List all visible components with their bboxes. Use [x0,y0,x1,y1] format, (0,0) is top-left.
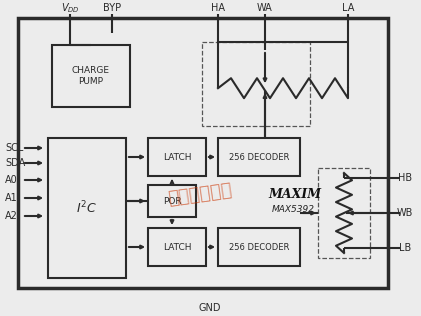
Bar [218,228,300,266]
Text: SDA: SDA [5,158,25,168]
Text: 256 DECODER: 256 DECODER [229,153,289,161]
Text: HB: HB [398,173,412,183]
Text: A0: A0 [5,175,18,185]
Bar [18,18,388,288]
Text: BYP: BYP [103,3,121,13]
Text: WA: WA [257,3,273,13]
Bar [148,228,206,266]
Bar [48,138,126,278]
Text: HA: HA [211,3,225,13]
Text: 电子发烧友网: 电子发烧友网 [167,182,233,208]
Text: $I^2C$: $I^2C$ [77,200,98,216]
Text: LATCH: LATCH [163,153,191,161]
Bar [148,138,206,176]
Bar [218,138,300,176]
Text: SCL: SCL [5,143,24,153]
Text: $V_{DD}$: $V_{DD}$ [61,1,80,15]
Text: 256 DECODER: 256 DECODER [229,242,289,252]
Bar [202,42,310,126]
Bar [318,168,370,258]
Text: CHARGE
PUMP: CHARGE PUMP [72,66,110,86]
Text: A2: A2 [5,211,18,221]
Text: WB: WB [397,208,413,218]
Bar [148,185,196,217]
Text: GND: GND [199,303,221,313]
Text: LB: LB [399,243,411,253]
Text: A1: A1 [5,193,18,203]
Text: POR: POR [163,197,181,205]
Text: LA: LA [342,3,354,13]
Text: LATCH: LATCH [163,242,191,252]
Text: MAX5392: MAX5392 [272,205,314,215]
Text: MAXIM: MAXIM [269,189,322,202]
Bar [52,45,130,107]
